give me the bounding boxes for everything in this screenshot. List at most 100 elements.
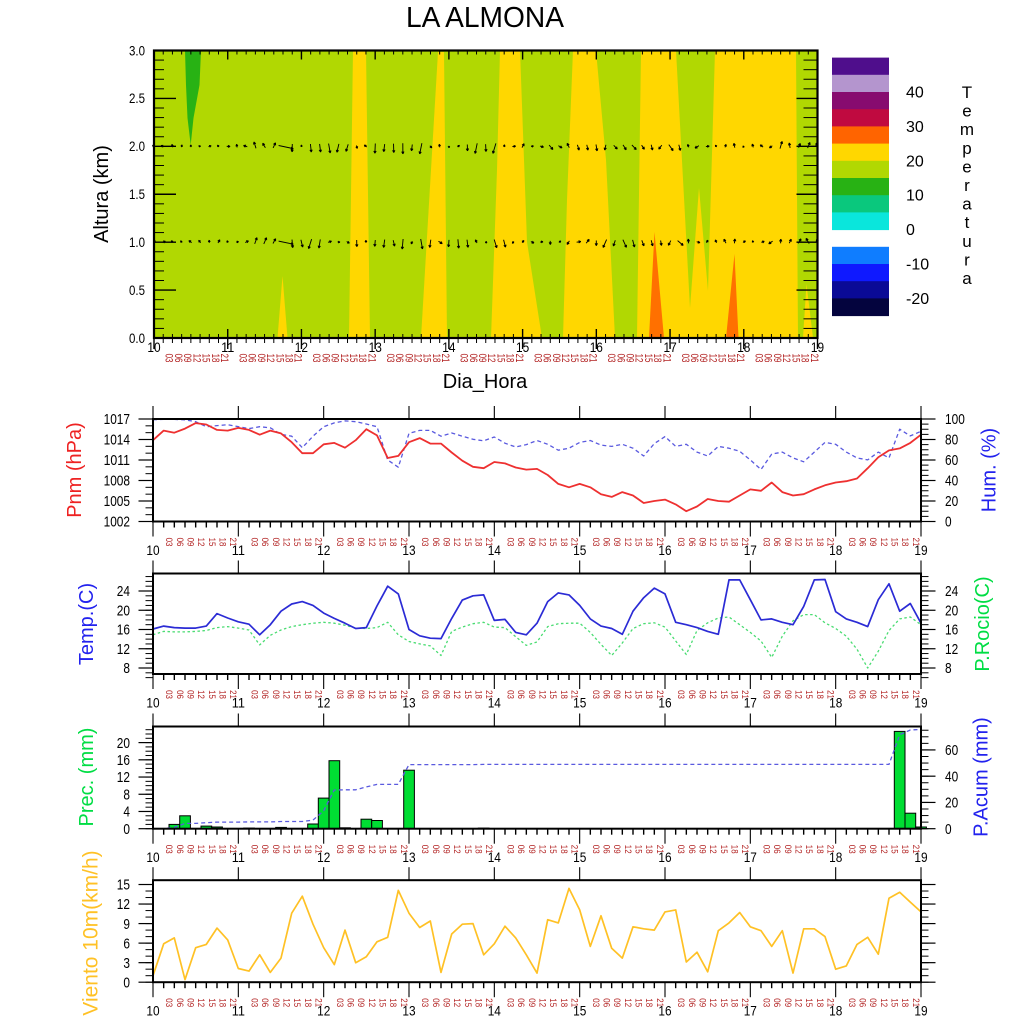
- svg-text:21: 21: [227, 998, 238, 1007]
- svg-text:06: 06: [345, 998, 356, 1007]
- svg-text:12: 12: [190, 354, 202, 363]
- svg-text:21: 21: [910, 998, 921, 1007]
- svg-text:06: 06: [601, 845, 612, 854]
- svg-text:10: 10: [146, 543, 159, 558]
- svg-text:10: 10: [146, 850, 159, 865]
- svg-text:09: 09: [611, 998, 622, 1007]
- svg-text:12: 12: [633, 354, 645, 363]
- svg-text:20: 20: [117, 603, 130, 620]
- svg-text:m: m: [960, 120, 974, 139]
- svg-text:21: 21: [654, 998, 665, 1007]
- svg-text:24: 24: [117, 583, 130, 600]
- svg-text:18: 18: [558, 690, 569, 699]
- svg-text:06: 06: [345, 538, 356, 547]
- svg-text:12: 12: [117, 769, 130, 786]
- svg-text:10: 10: [146, 1004, 159, 1019]
- svg-text:0.0: 0.0: [129, 331, 145, 346]
- svg-text:21: 21: [483, 690, 494, 699]
- svg-text:09: 09: [697, 354, 709, 363]
- svg-text:Hum. (%): Hum. (%): [979, 428, 1001, 512]
- svg-text:15: 15: [718, 538, 729, 547]
- svg-text:18: 18: [577, 354, 589, 363]
- svg-text:09: 09: [624, 354, 636, 363]
- svg-text:06: 06: [771, 998, 782, 1007]
- svg-text:12: 12: [537, 998, 548, 1007]
- svg-text:19: 19: [914, 543, 927, 558]
- svg-text:12: 12: [537, 845, 548, 854]
- svg-text:03: 03: [505, 690, 516, 699]
- svg-text:03: 03: [163, 538, 174, 547]
- svg-text:18: 18: [643, 690, 654, 699]
- svg-text:13: 13: [402, 850, 415, 865]
- svg-text:15: 15: [377, 690, 388, 699]
- svg-text:a: a: [962, 195, 972, 214]
- svg-text:21: 21: [313, 998, 324, 1007]
- svg-text:15: 15: [889, 690, 900, 699]
- svg-text:21: 21: [825, 690, 836, 699]
- svg-text:03: 03: [846, 998, 857, 1007]
- svg-text:09: 09: [526, 538, 537, 547]
- svg-text:21: 21: [739, 998, 750, 1007]
- svg-text:11: 11: [221, 339, 234, 355]
- svg-text:15: 15: [421, 354, 433, 363]
- svg-text:18: 18: [829, 696, 842, 711]
- svg-text:e: e: [962, 102, 971, 121]
- svg-text:12: 12: [338, 354, 350, 363]
- svg-text:06: 06: [688, 354, 700, 363]
- svg-text:09: 09: [697, 998, 708, 1007]
- svg-text:03: 03: [505, 845, 516, 854]
- svg-text:03: 03: [605, 354, 617, 363]
- svg-text:18: 18: [504, 354, 516, 363]
- svg-text:15: 15: [633, 690, 644, 699]
- svg-text:09: 09: [611, 690, 622, 699]
- svg-text:03: 03: [675, 538, 686, 547]
- svg-text:09: 09: [697, 538, 708, 547]
- svg-text:21: 21: [439, 354, 451, 363]
- svg-text:12: 12: [317, 1004, 330, 1019]
- svg-text:16: 16: [658, 1004, 671, 1019]
- svg-text:15: 15: [291, 845, 302, 854]
- svg-text:21: 21: [910, 845, 921, 854]
- svg-text:06: 06: [771, 845, 782, 854]
- svg-text:12: 12: [707, 690, 718, 699]
- svg-text:03: 03: [846, 538, 857, 547]
- svg-text:09: 09: [782, 845, 793, 854]
- svg-text:12: 12: [366, 538, 377, 547]
- svg-text:15: 15: [462, 690, 473, 699]
- svg-text:0: 0: [123, 974, 130, 991]
- svg-text:18: 18: [643, 845, 654, 854]
- svg-text:03: 03: [163, 354, 175, 363]
- svg-text:03: 03: [419, 845, 430, 854]
- svg-text:21: 21: [398, 690, 409, 699]
- svg-text:09: 09: [550, 354, 562, 363]
- svg-text:12: 12: [707, 538, 718, 547]
- svg-text:15: 15: [716, 354, 728, 363]
- svg-text:03: 03: [236, 354, 248, 363]
- svg-text:p: p: [962, 139, 971, 158]
- svg-text:06: 06: [174, 845, 185, 854]
- svg-text:15: 15: [377, 845, 388, 854]
- svg-text:12: 12: [451, 690, 462, 699]
- svg-text:13: 13: [402, 696, 415, 711]
- svg-text:06: 06: [541, 354, 553, 363]
- svg-text:0: 0: [906, 222, 915, 239]
- svg-text:12: 12: [537, 690, 548, 699]
- svg-text:03: 03: [163, 998, 174, 1007]
- svg-text:15: 15: [377, 538, 388, 547]
- svg-text:15: 15: [889, 538, 900, 547]
- svg-text:15: 15: [347, 354, 359, 363]
- svg-text:03: 03: [590, 690, 601, 699]
- svg-text:15: 15: [547, 690, 558, 699]
- svg-text:15: 15: [568, 354, 580, 363]
- svg-text:06: 06: [857, 690, 868, 699]
- svg-text:18: 18: [473, 538, 484, 547]
- svg-text:12: 12: [485, 354, 497, 363]
- svg-text:09: 09: [697, 845, 708, 854]
- svg-text:06: 06: [345, 690, 356, 699]
- svg-text:12: 12: [366, 690, 377, 699]
- svg-text:18: 18: [217, 845, 228, 854]
- svg-text:03: 03: [249, 998, 260, 1007]
- svg-text:3: 3: [123, 955, 130, 972]
- svg-text:Temp.(C): Temp.(C): [76, 583, 98, 665]
- svg-text:18: 18: [356, 354, 368, 363]
